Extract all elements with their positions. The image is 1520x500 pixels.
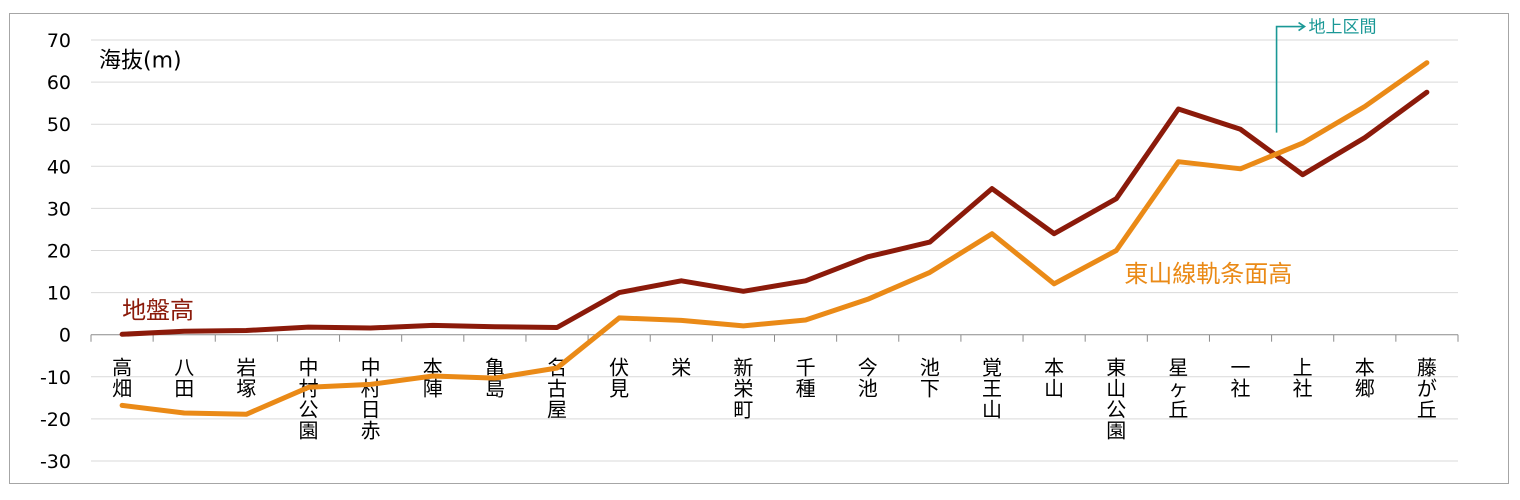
x-category-label: 亀 (485, 356, 505, 380)
x-category-label: 伏 (609, 356, 629, 380)
x-category-label: 高 (112, 356, 132, 380)
x-category-label: 本 (1044, 356, 1064, 380)
x-category-label: が (1417, 377, 1437, 401)
x-category-label: 町 (733, 398, 753, 422)
x-category-label: 新 (733, 356, 753, 380)
x-category-label: 公 (1106, 398, 1126, 422)
x-category-label: ヶ (1168, 377, 1188, 401)
x-category-label: 一 (1231, 356, 1251, 380)
x-category-label: 山 (1044, 377, 1064, 401)
legend-track-label: 東山線軌条面高 (1124, 260, 1292, 288)
x-category-label: 八 (174, 356, 194, 380)
x-category-label: 東 (1106, 356, 1126, 380)
x-category-label: 陣 (423, 377, 443, 401)
y-tick-label: 50 (47, 114, 71, 136)
x-category-label: 公 (298, 398, 318, 422)
x-category-label: 下 (920, 377, 940, 401)
x-category-label: 今 (858, 356, 878, 380)
y-tick-label: -20 (40, 409, 71, 431)
x-category-label: 藤 (1417, 356, 1437, 380)
grid-layer (90, 39, 1459, 462)
above-ground-label: 地上区間 (1309, 18, 1377, 38)
x-category-label: 山 (982, 398, 1002, 422)
series-layer (119, 60, 1430, 417)
x-category-label: 本 (1355, 356, 1375, 380)
x-category-label: 丘 (1417, 398, 1437, 422)
y-tick-label: 60 (47, 72, 71, 94)
x-category-label: 星 (1168, 356, 1188, 380)
x-category-label: 社 (1231, 377, 1251, 401)
x-category-label: 屋 (547, 398, 567, 422)
x-category-label: 種 (796, 377, 816, 401)
x-category-label: 社 (1293, 377, 1313, 401)
y-tick-label: 0 (59, 325, 71, 347)
x-category-label: 丘 (1168, 398, 1188, 422)
x-category-label: 古 (547, 377, 567, 401)
x-category-label: 栄 (733, 377, 753, 401)
x-category-label: 見 (609, 377, 629, 401)
y-tick-label: 40 (47, 156, 71, 178)
x-category-label: 塚 (236, 377, 256, 401)
x-category-label: 中 (298, 356, 318, 380)
x-category-label: 畑 (112, 377, 132, 401)
y-axis-label: 海抜(m) (99, 48, 182, 73)
x-category-label: 王 (982, 377, 1002, 401)
y-tick-label: -30 (40, 451, 71, 473)
x-category-label: 中 (361, 356, 381, 380)
x-category-label: 山 (1106, 377, 1126, 401)
x-category-label: 岩 (236, 356, 256, 380)
x-category-label: 池 (920, 356, 940, 380)
y-tick-label: -10 (40, 367, 71, 389)
x-category-label: 園 (1106, 419, 1126, 443)
y-tick-label: 20 (47, 241, 71, 263)
y-tick-label: 70 (47, 30, 71, 52)
y-tick-label: 30 (47, 198, 71, 220)
series-line-0 (119, 89, 1430, 337)
above-ground-marker (1275, 25, 1305, 133)
x-category-label: 田 (174, 377, 194, 401)
y-axis-ticks: 70 60 50 40 30 20 10 0 -10 -20 -30 (40, 30, 71, 473)
series-line-1 (119, 60, 1430, 417)
x-category-label: 園 (298, 419, 318, 443)
x-category-label: 栄 (671, 356, 691, 380)
x-category-label: 島 (485, 377, 505, 401)
x-category-label: 上 (1293, 356, 1313, 380)
arrow-icon (1298, 21, 1307, 32)
chart-frame (9, 13, 1509, 484)
x-category-label: 覚 (982, 356, 1002, 380)
legend-ground-label: 地盤高 (122, 297, 194, 325)
x-category-label: 池 (858, 377, 878, 401)
x-category-label: 郷 (1355, 377, 1375, 401)
y-tick-label: 10 (47, 283, 71, 305)
x-category-label: 赤 (361, 419, 381, 443)
x-category-label: 日 (361, 398, 381, 422)
x-category-label: 千 (796, 356, 816, 380)
above-ground-annotation: 地上区間 (1275, 18, 1377, 133)
